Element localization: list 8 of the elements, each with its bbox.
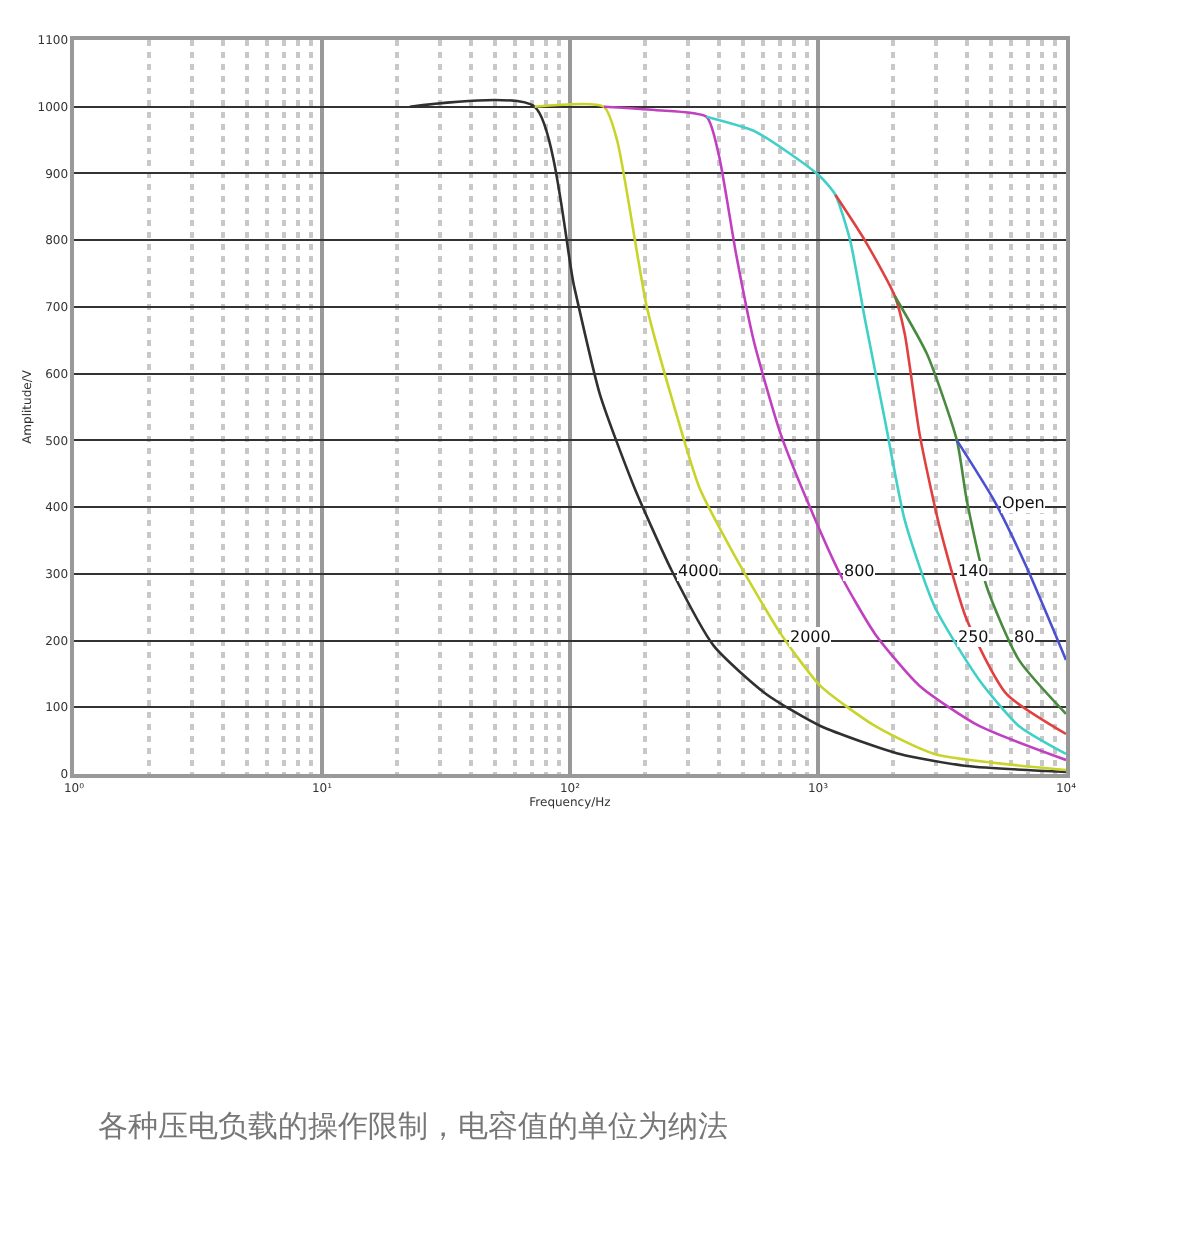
series-label: 140 [958, 562, 989, 580]
text: 各种压电负载的操作限制，电容值的单位为纳法 [98, 1108, 728, 1144]
series-label: Open [1002, 494, 1045, 512]
series-label: 80 [1014, 628, 1035, 646]
series-label: 250 [958, 628, 989, 646]
series-label: 2000 [790, 628, 831, 646]
series-label: 4000 [678, 562, 719, 580]
series-label: 800 [844, 562, 875, 580]
